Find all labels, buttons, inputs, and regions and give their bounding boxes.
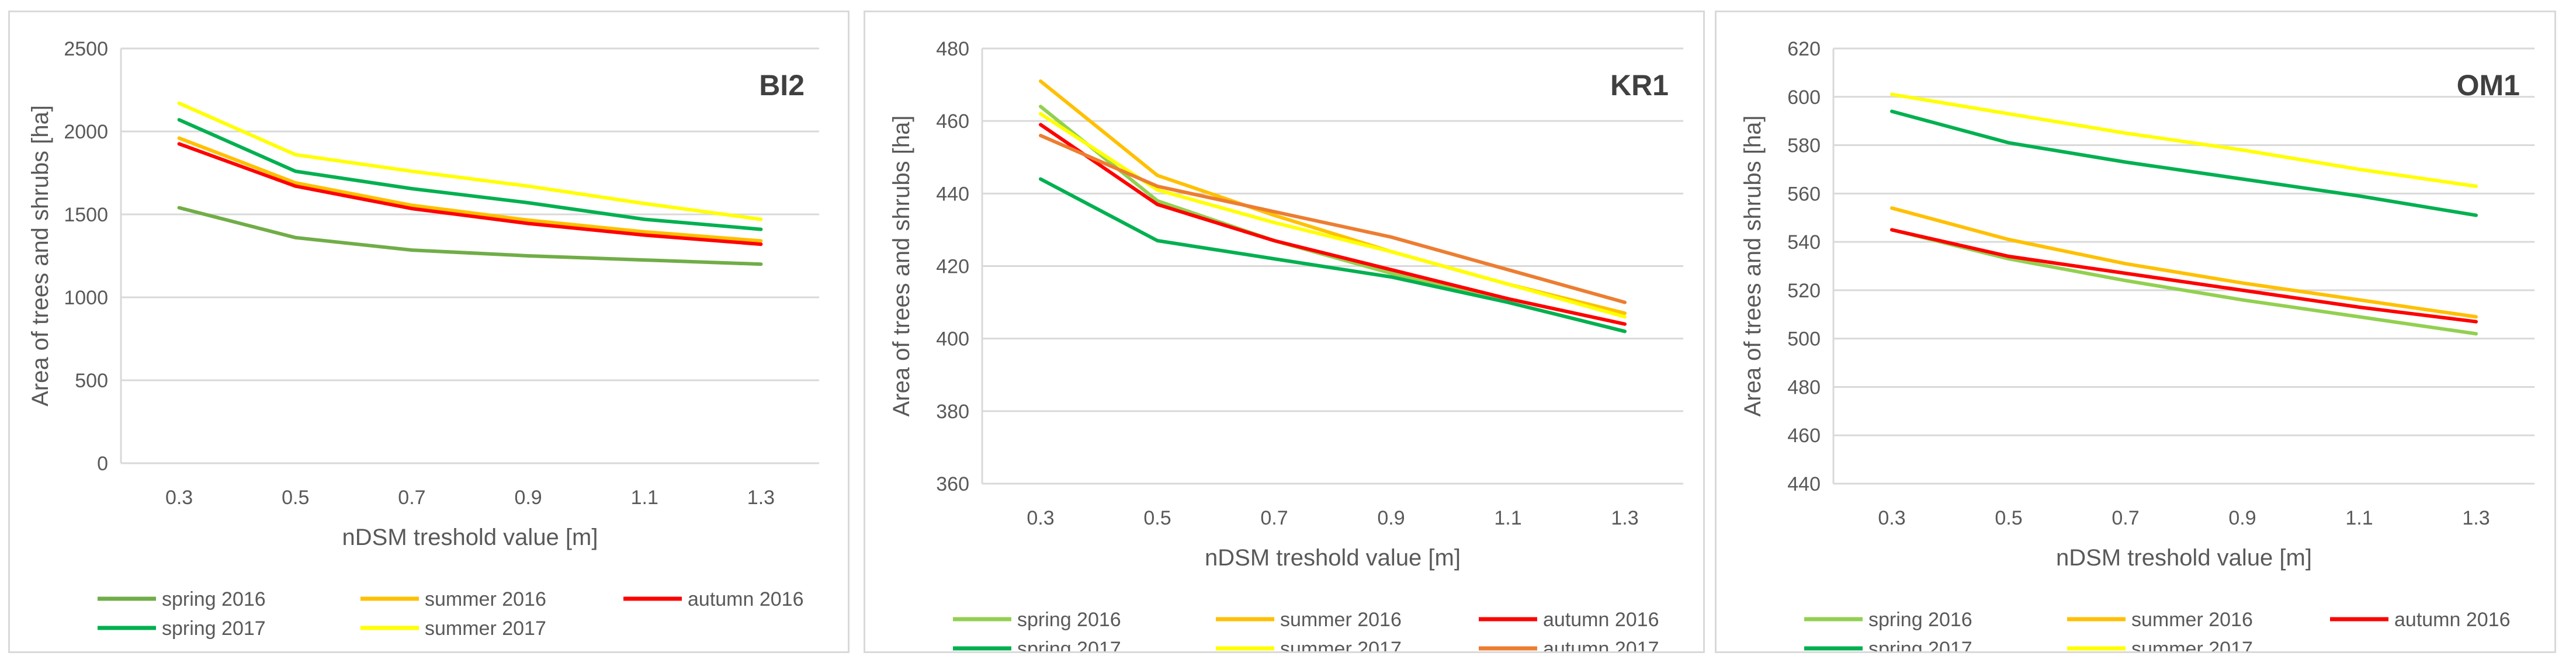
series-line <box>177 101 763 221</box>
x-tick-label: 0.5 <box>1143 507 1171 529</box>
x-axis-title: nDSM treshold value [m] <box>1205 545 1461 571</box>
y-axis-title: Area of trees and shrubs [ha] <box>889 116 914 417</box>
y-tick-label: 0 <box>97 453 108 475</box>
series-line <box>177 142 763 247</box>
x-tick-label: 1.1 <box>631 487 658 509</box>
legend-label: autumn 2016 <box>688 588 804 610</box>
legend-label: spring 2017 <box>162 617 266 640</box>
x-tick-label: 0.3 <box>1878 507 1905 529</box>
y-tick-label: 620 <box>1787 38 1821 60</box>
x-axis-title: nDSM treshold value [m] <box>342 525 598 550</box>
y-tick-label: 460 <box>1787 425 1821 447</box>
series-line <box>1890 92 2478 188</box>
x-tick-label: 1.3 <box>2462 507 2490 529</box>
x-axis-title: nDSM treshold value [m] <box>2056 545 2312 571</box>
y-tick-label: 520 <box>1787 280 1821 302</box>
y-tick-label: 400 <box>936 328 969 350</box>
y-tick-label: 380 <box>936 401 969 423</box>
x-tick-label: 0.3 <box>1027 507 1054 529</box>
y-tick-label: 440 <box>1787 473 1821 495</box>
y-tick-label: 360 <box>936 473 969 495</box>
series-line <box>1039 112 1627 319</box>
series-line <box>1890 109 2478 217</box>
legend-label: summer 2017 <box>425 617 546 640</box>
series-line <box>1039 134 1627 304</box>
series-line <box>1039 177 1627 334</box>
x-tick-label: 1.3 <box>1611 507 1638 529</box>
legend-label: spring 2017 <box>1868 638 1972 651</box>
x-tick-label: 0.7 <box>398 487 425 509</box>
y-tick-label: 440 <box>936 183 969 205</box>
chart-title: BI2 <box>759 69 805 102</box>
y-tick-label: 420 <box>936 256 969 278</box>
chart-svg: 440 460 480 500 520 540 560 580 600 620 0.3 0.5 0.7 0… <box>1740 38 2535 651</box>
legend-label: autumn 2017 <box>1543 638 1659 651</box>
legend-label: autumn 2016 <box>2394 609 2511 631</box>
x-tick-label: 0.5 <box>1995 507 2022 529</box>
x-tick-label: 0.5 <box>282 487 309 509</box>
x-tick-label: 1.3 <box>747 487 775 509</box>
chart-svg: 0 500 1000 1500 2000 2500 0.3 0.5 0.7 0.9 1.1 1.3 nD… <box>27 38 819 640</box>
legend-label: spring 2016 <box>1017 609 1121 631</box>
x-tick-label: 1.1 <box>1494 507 1521 529</box>
chart-panel-om1: 440 460 480 500 520 540 560 580 600 620 0.3 0.5 0.7 0… <box>1715 11 2556 653</box>
chart-title: KR1 <box>1610 69 1669 102</box>
x-tick-label: 1.1 <box>2345 507 2373 529</box>
y-tick-label: 560 <box>1787 183 1821 205</box>
y-tick-label: 2000 <box>64 121 108 143</box>
series-line <box>177 118 763 231</box>
series-line <box>177 206 763 266</box>
chart-panel-bi2: 0 500 1000 1500 2000 2500 0.3 0.5 0.7 0.9 1.1 1.3 nD… <box>8 11 850 653</box>
x-tick-label: 0.7 <box>1260 507 1288 529</box>
y-axis-title: Area of trees and shrubs [ha] <box>1740 116 1766 417</box>
series-line <box>1890 228 2478 336</box>
legend-label: summer 2017 <box>2131 638 2253 651</box>
series-line <box>1039 123 1627 326</box>
legend-label: spring 2016 <box>162 588 266 610</box>
y-axis-title: Area of trees and shrubs [ha] <box>27 105 53 407</box>
y-tick-label: 480 <box>936 38 969 60</box>
y-tick-label: 500 <box>75 370 108 392</box>
series-line <box>1039 105 1627 334</box>
legend-label: summer 2016 <box>1280 609 1402 631</box>
chart-title: OM1 <box>2457 69 2520 102</box>
series-line <box>177 136 763 243</box>
legend-label: spring 2017 <box>1017 638 1121 651</box>
legend-label: autumn 2016 <box>1543 609 1659 631</box>
x-tick-label: 0.9 <box>2228 507 2256 529</box>
x-tick-label: 0.9 <box>1377 507 1405 529</box>
y-tick-label: 2500 <box>64 38 108 60</box>
y-tick-label: 460 <box>936 110 969 133</box>
legend-label: summer 2016 <box>425 588 546 610</box>
x-tick-label: 0.7 <box>2112 507 2139 529</box>
series-line <box>1890 206 2478 319</box>
chart-panel-kr1: 360 380 400 420 440 460 480 0.3 0.5 0.7 0.9 1.1 1.3 n… <box>864 11 1705 653</box>
y-tick-label: 500 <box>1787 328 1821 350</box>
y-tick-label: 580 <box>1787 135 1821 157</box>
x-tick-label: 0.9 <box>514 487 542 509</box>
chart-svg: 360 380 400 420 440 460 480 0.3 0.5 0.7 0.9 1.1 1.3 n… <box>889 38 1683 651</box>
legend-label: summer 2016 <box>2131 609 2253 631</box>
y-tick-label: 600 <box>1787 86 1821 109</box>
legend-label: spring 2016 <box>1868 609 1972 631</box>
legend-label: summer 2017 <box>1280 638 1402 651</box>
y-tick-label: 540 <box>1787 231 1821 254</box>
series-line <box>1890 228 2478 324</box>
y-tick-label: 480 <box>1787 376 1821 398</box>
y-tick-label: 1000 <box>64 287 108 309</box>
y-tick-label: 1500 <box>64 204 108 226</box>
x-tick-label: 0.3 <box>165 487 193 509</box>
